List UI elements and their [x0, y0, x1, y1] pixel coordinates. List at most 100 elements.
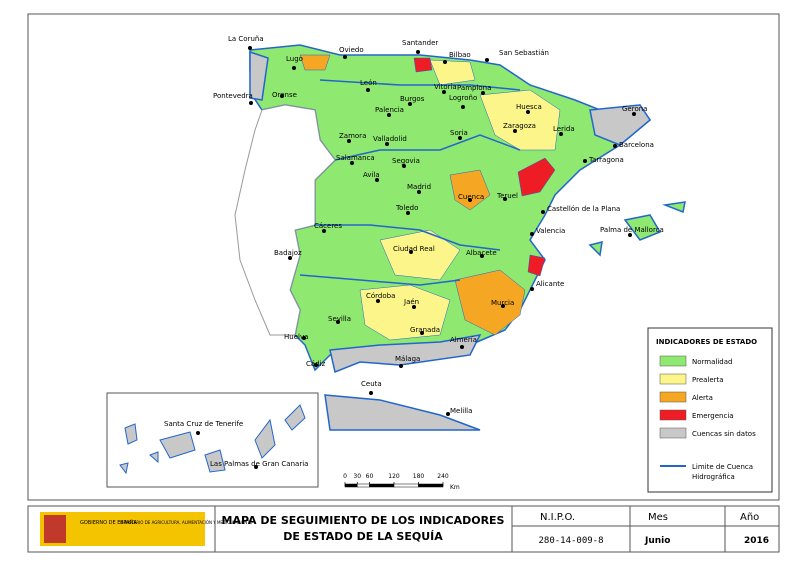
city-dot	[366, 88, 370, 92]
scale-label: 0	[343, 473, 347, 480]
city-label: Zamora	[339, 132, 366, 140]
city-dot	[375, 178, 379, 182]
legend-boundary: Hidrográfica	[692, 473, 735, 481]
city-dot	[559, 132, 563, 136]
city-label: Santa Cruz de Tenerife	[164, 420, 243, 428]
city-label: Orense	[272, 91, 297, 99]
city-label: Melilla	[450, 407, 472, 415]
logo-text: GOBIERNO DE ESPAÑA	[80, 519, 137, 526]
city-label: Ceuta	[361, 380, 382, 388]
city-label: Huesca	[516, 103, 542, 111]
alerta-zone	[454, 269, 526, 336]
footer	[27, 505, 780, 553]
emergencia-zone	[527, 254, 546, 277]
legend-label: Cuencas sin datos	[692, 430, 756, 438]
nipo: 280-14-009-8	[538, 536, 603, 546]
scale-label: 240	[437, 473, 449, 480]
emergencia-zone	[413, 57, 433, 73]
no-data-zone	[249, 50, 269, 101]
city-dot	[530, 232, 534, 236]
scale-segment	[418, 483, 444, 488]
city-dot	[249, 101, 253, 105]
scale-label: 180	[413, 473, 425, 480]
map-shapes	[234, 44, 686, 431]
city-dot	[442, 90, 446, 94]
city-dot	[336, 320, 340, 324]
scale-label: 30	[353, 473, 361, 480]
legend-label: Prealerta	[692, 376, 724, 384]
alerta-zone	[299, 54, 331, 71]
balearic	[588, 201, 686, 257]
prealerta-zone	[479, 89, 561, 151]
city-label: Salamanca	[336, 154, 375, 162]
city-label: Burgos	[400, 95, 425, 103]
city-label: Córdoba	[366, 292, 395, 300]
city-dot	[468, 198, 472, 202]
city-label: Jaén	[403, 298, 419, 306]
prealerta-zone	[429, 59, 476, 86]
city-label: Ciudad Real	[393, 245, 435, 253]
city-dot	[196, 431, 200, 435]
alerta-zone	[449, 169, 491, 211]
city-label: Cádiz	[306, 360, 326, 368]
scale-segment	[357, 483, 370, 488]
city-label: Lugo	[286, 55, 303, 63]
basin-boundary	[299, 274, 461, 286]
legend-label: Normalidad	[692, 358, 732, 366]
legend-swatch	[659, 427, 687, 439]
nipo-label: N.I.P.O.	[540, 512, 575, 523]
no-data-zone	[329, 334, 482, 374]
city-dot	[302, 336, 306, 340]
city-dot	[446, 412, 450, 416]
city-dot	[613, 144, 617, 148]
city-label: Logroño	[449, 94, 477, 102]
city-label: Teruel	[496, 192, 518, 200]
city-label: Cuenca	[458, 193, 484, 201]
canary-islands	[119, 404, 306, 475]
logo-text: MINISTERIO DE AGRICULTURA, ALIMENTACIÓN …	[120, 520, 253, 525]
city-label: Bilbao	[449, 51, 471, 59]
city-label: Las Palmas de Gran Canaria	[210, 460, 308, 468]
city-dot	[416, 50, 420, 54]
basin-boundary	[319, 79, 521, 91]
city-dot	[417, 190, 421, 194]
city-dot	[632, 112, 636, 116]
city-label: Castellón de la Plana	[547, 205, 620, 213]
city-label: Barcelona	[619, 141, 654, 149]
year: 2016	[744, 536, 769, 546]
legend-label: Emergencia	[692, 412, 734, 420]
city-label: Pontevedra	[213, 92, 253, 100]
city-label: Soria	[450, 129, 468, 137]
city-dot	[385, 142, 389, 146]
city-label: Valladolid	[373, 135, 407, 143]
city-dot	[292, 66, 296, 70]
city-dot	[280, 94, 284, 98]
city-label: Vitoria	[434, 83, 457, 91]
city-dot	[350, 161, 354, 165]
city-label: Almería	[450, 336, 477, 344]
city-label: Palma de Mallorca	[600, 226, 664, 234]
city-dot	[343, 55, 347, 59]
city-dot	[369, 391, 373, 395]
city-dot	[412, 305, 416, 309]
city-dot	[420, 331, 424, 335]
city-dot	[254, 465, 258, 469]
city-label: Lerida	[553, 125, 575, 133]
city-dot	[322, 229, 326, 233]
city-label: Badajoz	[274, 249, 302, 257]
city-dot	[583, 159, 587, 163]
city-dot	[501, 304, 505, 308]
basin-boundary	[334, 134, 521, 161]
scale-unit: Km	[450, 484, 460, 491]
city-dot	[461, 105, 465, 109]
city-dot	[628, 233, 632, 237]
legend-boundary: Limite de Cuenca	[692, 463, 753, 471]
scale-segment	[369, 483, 395, 488]
city-dot	[409, 250, 413, 254]
city-label: San Sebastián	[499, 49, 549, 57]
city-dot	[347, 139, 351, 143]
city-label: Granada	[410, 326, 440, 334]
city-label: Málaga	[395, 355, 420, 363]
month-label: Mes	[648, 512, 668, 523]
